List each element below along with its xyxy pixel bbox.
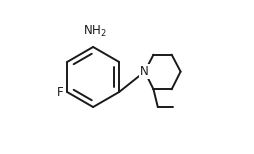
Text: NH$_2$: NH$_2$	[83, 23, 107, 38]
Text: F: F	[57, 85, 63, 99]
Text: N: N	[140, 65, 149, 78]
